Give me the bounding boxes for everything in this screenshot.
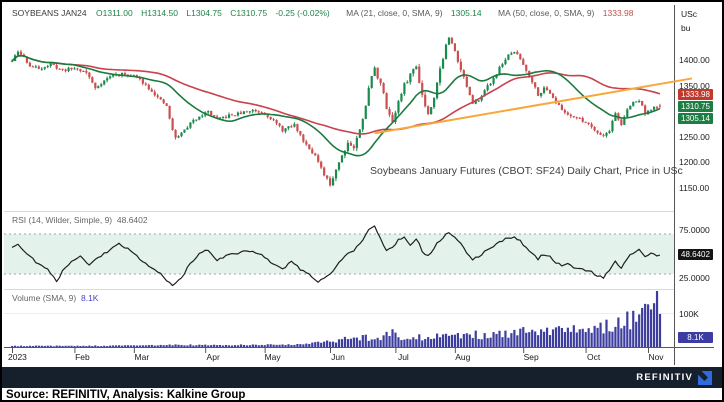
price-tick-label: 1250.00 [679, 131, 710, 142]
ma21-legend: MA (21, close, 0, SMA, 9) [346, 8, 443, 18]
volume-label: Volume (SMA, 9) [12, 293, 77, 303]
trendline [374, 77, 693, 135]
price-tick-label: 1350.00 [679, 80, 710, 91]
x-axis-month-label: Oct [586, 352, 601, 362]
volume-value: 8.1K [80, 293, 99, 303]
low-value: L1304.75 [186, 8, 222, 18]
price-badge-ma21: 1305.14 [678, 113, 713, 124]
x-axis-month-label: 2023 [8, 352, 27, 362]
x-axis-month-label: May [264, 352, 281, 362]
chart-annotation: Soybeans January Futures (CBOT: SF24) Da… [370, 165, 683, 177]
price-tick-label: 1150.00 [679, 183, 710, 193]
open-value: O1311.00 [96, 8, 133, 18]
brand-bar: REFINITIV [2, 367, 722, 388]
source-credit: Source: REFINITIV, Analysis: Kalkine Gro… [6, 389, 246, 401]
rsi-upper-band-label: 75.0000 [679, 225, 710, 235]
price-unit-usc-label: USc [681, 9, 698, 19]
ma50-value: 1333.98 [602, 8, 634, 18]
refinitiv-logo-icon [698, 370, 712, 385]
x-axis-month-label: Feb [75, 352, 90, 362]
x-axis-month-label: Jun [331, 352, 345, 362]
price-tick-label: 1400.00 [679, 55, 710, 65]
price-unit-bu-label: bu [681, 23, 691, 33]
x-axis-month-label: Sep [523, 352, 539, 362]
high-value: H1314.50 [141, 8, 178, 18]
volume-value-badge: 8.1K [678, 332, 713, 343]
rsi-line [11, 225, 661, 287]
x-axis-month-label: Apr [206, 352, 220, 362]
rsi-value: 48.6402 [116, 215, 148, 225]
refinitiv-wordmark: REFINITIV [636, 372, 693, 383]
close-value: C1310.75 [230, 8, 268, 18]
ma50-legend: MA (50, close, 0, SMA, 9) [498, 8, 595, 18]
x-axis-month-label: Mar [134, 352, 150, 362]
x-axis-month-label: Jul [397, 352, 409, 362]
rsi-panel-header: RSI (14, Wilder, Simple, 9) 48.6402 [12, 215, 148, 225]
ma50-line [11, 54, 661, 135]
rsi-label: RSI (14, Wilder, Simple, 9) [12, 215, 113, 225]
ma21-line [11, 54, 661, 157]
instrument-header: SOYBEANS JAN24 O1311.00 H1314.50 L1304.7… [12, 8, 634, 18]
ma21-value: 1305.14 [450, 8, 482, 18]
volume-panel-header: Volume (SMA, 9) 8.1K [12, 293, 98, 303]
instrument-symbol: SOYBEANS JAN24 [12, 8, 87, 18]
price-badge-ma50: 1333.98 [678, 89, 713, 100]
rsi-lower-band-label: 25.0000 [679, 273, 710, 283]
rsi-value-badge: 48.6402 [678, 249, 713, 260]
volume-gridline-label: 100K [679, 309, 699, 319]
change-value: -0.25 (-0.02%) [275, 8, 330, 18]
x-axis-month-label: Nov [648, 352, 664, 362]
x-axis-month-label: Aug [455, 352, 471, 362]
price-tick-label: 1200.00 [679, 157, 710, 168]
price-badge-last: 1310.75 [678, 101, 713, 112]
volume-series [11, 291, 662, 347]
